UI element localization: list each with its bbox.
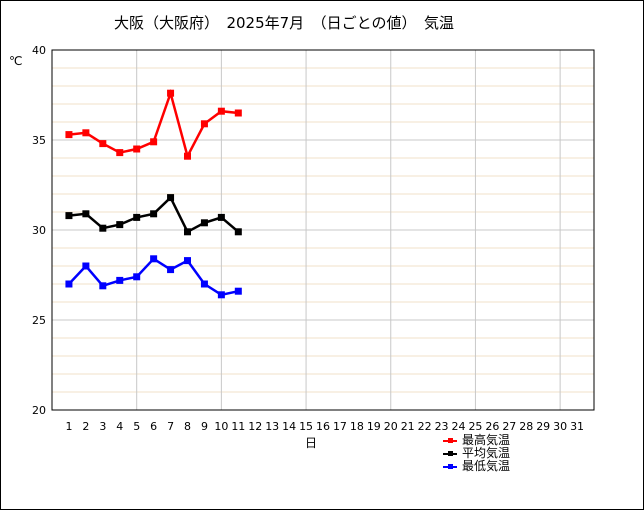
- legend-item-min: 最低気温: [443, 460, 510, 473]
- data-point-min: [133, 273, 141, 281]
- x-tick-label: 16: [316, 420, 330, 433]
- data-point-avg: [167, 194, 175, 202]
- x-tick-label: 8: [184, 420, 191, 433]
- data-point-max: [65, 131, 73, 139]
- data-point-max: [234, 109, 242, 117]
- x-tick-label: 25: [468, 420, 482, 433]
- x-tick-label: 11: [231, 420, 245, 433]
- data-point-avg: [217, 213, 225, 221]
- plot-area-border: [51, 49, 595, 411]
- x-tick-label: 10: [214, 420, 228, 433]
- x-tick-label: 27: [502, 420, 516, 433]
- y-tick-label: 35: [32, 134, 46, 147]
- data-point-max: [133, 145, 141, 153]
- x-tick-label: 19: [367, 420, 381, 433]
- legend-label-max: 最高気温: [462, 433, 511, 447]
- x-tick-label: 2: [82, 420, 89, 433]
- data-point-max: [200, 120, 208, 128]
- x-tick-label: 18: [350, 420, 364, 433]
- x-tick-label: 13: [265, 420, 279, 433]
- x-tick-label: 12: [248, 420, 262, 433]
- legend-swatch-max: [443, 434, 459, 447]
- x-tick-label: 31: [570, 420, 584, 433]
- x-axis-label: 日: [305, 436, 318, 450]
- data-point-max: [82, 129, 90, 137]
- x-tick-label: 22: [418, 420, 432, 433]
- data-point-min: [150, 255, 158, 263]
- data-point-max: [116, 149, 124, 157]
- legend-item-avg: 平均気温: [443, 447, 510, 460]
- data-point-avg: [150, 210, 158, 218]
- data-point-min: [116, 276, 124, 284]
- x-tick-label: 28: [519, 420, 533, 433]
- data-point-avg: [116, 221, 124, 229]
- chart-title: 大阪（大阪府） 2025年7月 （日ごとの値） 気温: [113, 14, 455, 32]
- legend-label-avg: 平均気温: [462, 446, 511, 460]
- data-point-min: [65, 280, 73, 288]
- x-tick-label: 15: [299, 420, 313, 433]
- data-point-avg: [99, 224, 107, 232]
- data-point-min: [234, 287, 242, 295]
- x-tick-label: 17: [333, 420, 347, 433]
- x-tick-label: 7: [167, 420, 174, 433]
- data-point-min: [99, 282, 107, 290]
- x-tick-label: 29: [536, 420, 550, 433]
- data-point-avg: [184, 228, 191, 236]
- data-point-min: [184, 257, 191, 265]
- y-tick-label: 40: [32, 44, 46, 57]
- series-line-min: [68, 257, 239, 297]
- y-axis-unit-label: ℃: [9, 54, 23, 68]
- x-tick-label: 6: [150, 420, 157, 433]
- x-tick-label: 3: [99, 420, 106, 433]
- x-tick-label: 24: [452, 420, 466, 433]
- x-tick-label: 26: [485, 420, 499, 433]
- x-tick-label: 4: [116, 420, 123, 433]
- legend-swatch-avg: [443, 447, 459, 460]
- data-point-min: [82, 262, 90, 270]
- legend-item-max: 最高気温: [443, 434, 510, 447]
- data-point-max: [184, 152, 191, 160]
- data-point-max: [150, 138, 158, 146]
- data-point-avg: [200, 219, 208, 227]
- legend-label-min: 最低気温: [462, 459, 511, 473]
- x-tick-label: 9: [201, 420, 208, 433]
- data-point-max: [217, 107, 225, 115]
- y-tick-label: 30: [32, 224, 46, 237]
- series-line-max: [68, 88, 239, 160]
- data-point-max: [167, 89, 175, 97]
- x-tick-label: 20: [384, 420, 398, 433]
- y-tick-label: 20: [32, 404, 46, 417]
- data-point-avg: [65, 212, 73, 220]
- data-point-min: [217, 291, 225, 299]
- data-point-min: [167, 266, 175, 274]
- x-tick-label: 23: [435, 420, 449, 433]
- data-point-max: [99, 140, 107, 148]
- data-point-min: [200, 280, 208, 288]
- x-tick-label: 1: [65, 420, 72, 433]
- data-point-avg: [133, 213, 141, 221]
- legend-swatch-min: [443, 460, 459, 473]
- data-point-avg: [234, 228, 242, 236]
- x-tick-label: 30: [553, 420, 567, 433]
- x-tick-label: 21: [401, 420, 415, 433]
- y-tick-label: 25: [32, 314, 46, 327]
- x-tick-label: 14: [282, 420, 296, 433]
- legend: 最高気温 平均気温 最低気温: [443, 434, 510, 473]
- x-tick-label: 5: [133, 420, 140, 433]
- data-point-avg: [82, 210, 90, 218]
